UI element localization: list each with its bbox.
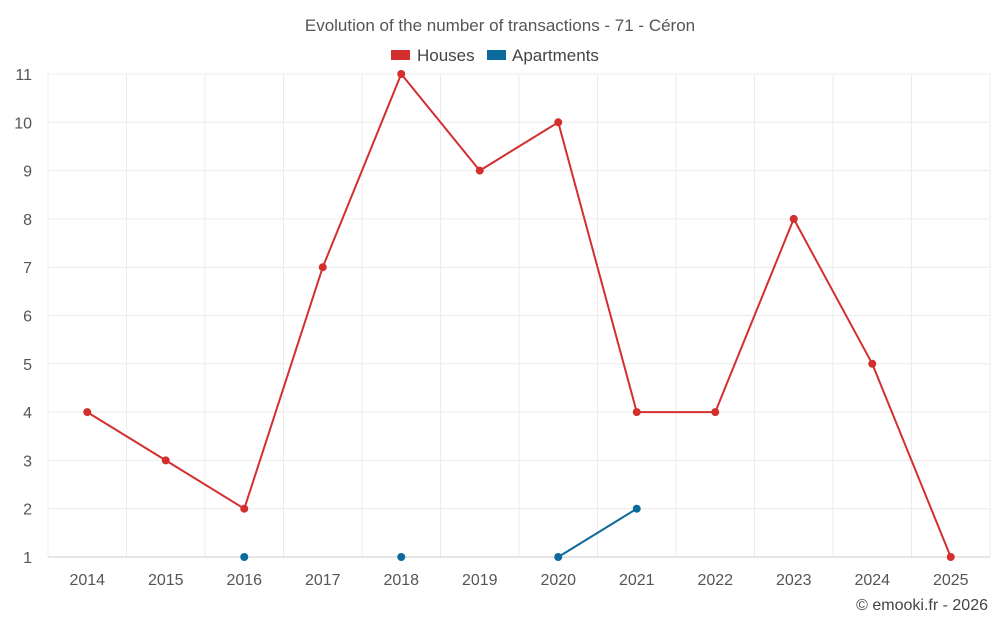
legend-label-houses: Houses <box>417 46 475 65</box>
y-tick-label: 1 <box>23 550 32 567</box>
data-point-houses[interactable] <box>789 214 798 223</box>
legend-item-houses[interactable]: Houses <box>391 46 475 65</box>
data-point-houses[interactable] <box>161 456 170 465</box>
x-tick-label: 2014 <box>69 572 105 589</box>
y-tick-label: 4 <box>23 405 32 422</box>
chart-title: Evolution of the number of transactions … <box>305 16 695 35</box>
series-houses <box>83 70 955 561</box>
data-point-houses[interactable] <box>554 118 563 127</box>
legend-item-apartments[interactable]: Apartments <box>487 46 599 65</box>
y-tick-label: 6 <box>23 309 32 326</box>
x-tick-label: 2023 <box>776 572 812 589</box>
x-tick-label: 2020 <box>540 572 576 589</box>
series-apartments <box>240 504 641 561</box>
data-point-houses[interactable] <box>83 408 92 417</box>
legend-swatch-apartments <box>487 50 506 60</box>
y-tick-label: 11 <box>15 67 32 84</box>
data-point-apartments[interactable] <box>554 553 563 561</box>
x-tick-label: 2025 <box>933 572 969 589</box>
legend: Houses Apartments <box>391 46 599 65</box>
data-point-apartments[interactable] <box>632 504 641 513</box>
series <box>83 70 955 561</box>
legend-swatch-houses <box>391 50 410 60</box>
y-tick-label: 10 <box>14 115 32 132</box>
x-tick-label: 2022 <box>697 572 733 589</box>
grid <box>47 73 991 558</box>
data-point-houses[interactable] <box>397 70 406 78</box>
legend-label-apartments: Apartments <box>512 46 599 65</box>
x-tick-label: 2017 <box>305 572 341 589</box>
data-point-houses[interactable] <box>475 166 484 175</box>
x-tick-label: 2019 <box>462 572 498 589</box>
data-point-houses[interactable] <box>632 408 641 417</box>
data-point-houses[interactable] <box>868 359 877 368</box>
y-tick-label: 7 <box>23 260 32 277</box>
data-point-houses[interactable] <box>946 553 955 561</box>
x-tick-label: 2015 <box>148 572 184 589</box>
y-tick-label: 5 <box>23 357 32 374</box>
x-tick-label: 2018 <box>383 572 419 589</box>
x-axis-ticks: 2014 2015 2016 2017 2018 2019 2020 2021 2022 2023… <box>69 572 968 589</box>
data-point-apartments[interactable] <box>397 553 406 561</box>
data-point-houses[interactable] <box>711 408 720 417</box>
data-point-houses[interactable] <box>240 504 249 513</box>
y-tick-label: 8 <box>23 212 32 229</box>
data-point-houses[interactable] <box>318 263 327 272</box>
y-tick-label: 2 <box>23 502 32 519</box>
y-tick-label: 3 <box>23 453 32 470</box>
x-tick-label: 2024 <box>854 572 890 589</box>
x-tick-label: 2021 <box>619 572 655 589</box>
series-line-houses <box>86 73 952 558</box>
x-tick-label: 2016 <box>226 572 262 589</box>
data-point-apartments[interactable] <box>240 553 249 561</box>
y-axis-ticks: 1 2 3 4 5 6 7 8 9 10 11 <box>14 67 32 567</box>
credit-text: © emooki.fr - 2026 <box>856 597 988 614</box>
series-line-apartments <box>557 507 638 558</box>
y-tick-label: 9 <box>23 164 32 181</box>
